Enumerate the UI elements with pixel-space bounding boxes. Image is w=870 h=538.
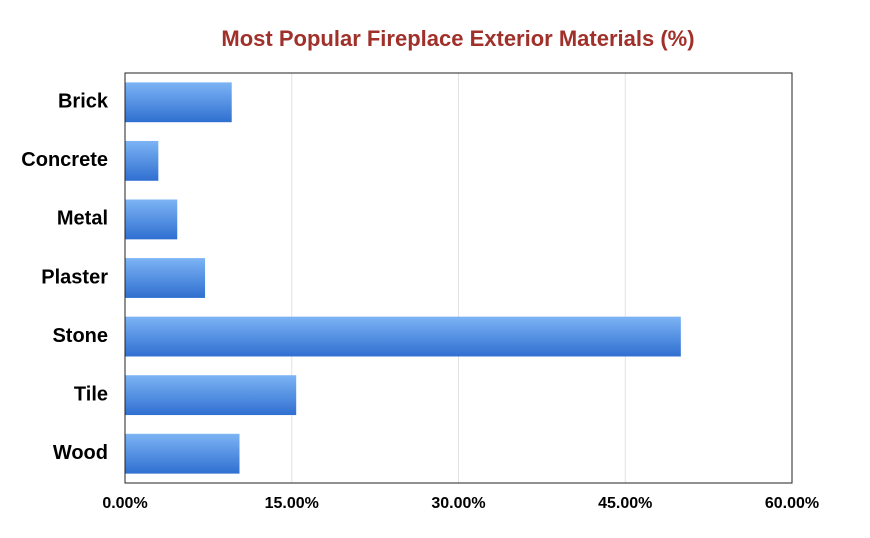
bar <box>125 433 240 474</box>
bar <box>125 316 681 357</box>
bar <box>125 375 297 416</box>
bar <box>125 258 206 298</box>
y-tick-label: Stone <box>52 325 108 347</box>
y-tick-label: Plaster <box>41 266 108 288</box>
x-tick-label: 30.00% <box>431 495 485 512</box>
x-tick-label: 15.00% <box>265 495 319 512</box>
plot-frame <box>124 72 793 484</box>
y-tick-label: Tile <box>74 383 108 405</box>
y-tick-label: Brick <box>58 91 109 113</box>
y-tick-label: Metal <box>57 208 108 230</box>
bar <box>125 82 232 123</box>
y-tick-label: Wood <box>53 442 108 464</box>
y-tick-label: Concrete <box>21 149 108 171</box>
chart-title: Most Popular Fireplace Exterior Material… <box>221 26 694 51</box>
x-tick-label: 0.00% <box>102 495 147 512</box>
x-tick-label: 45.00% <box>598 495 652 512</box>
bar <box>125 140 159 181</box>
x-tick-label: 60.00% <box>765 495 819 512</box>
bar <box>125 199 178 240</box>
